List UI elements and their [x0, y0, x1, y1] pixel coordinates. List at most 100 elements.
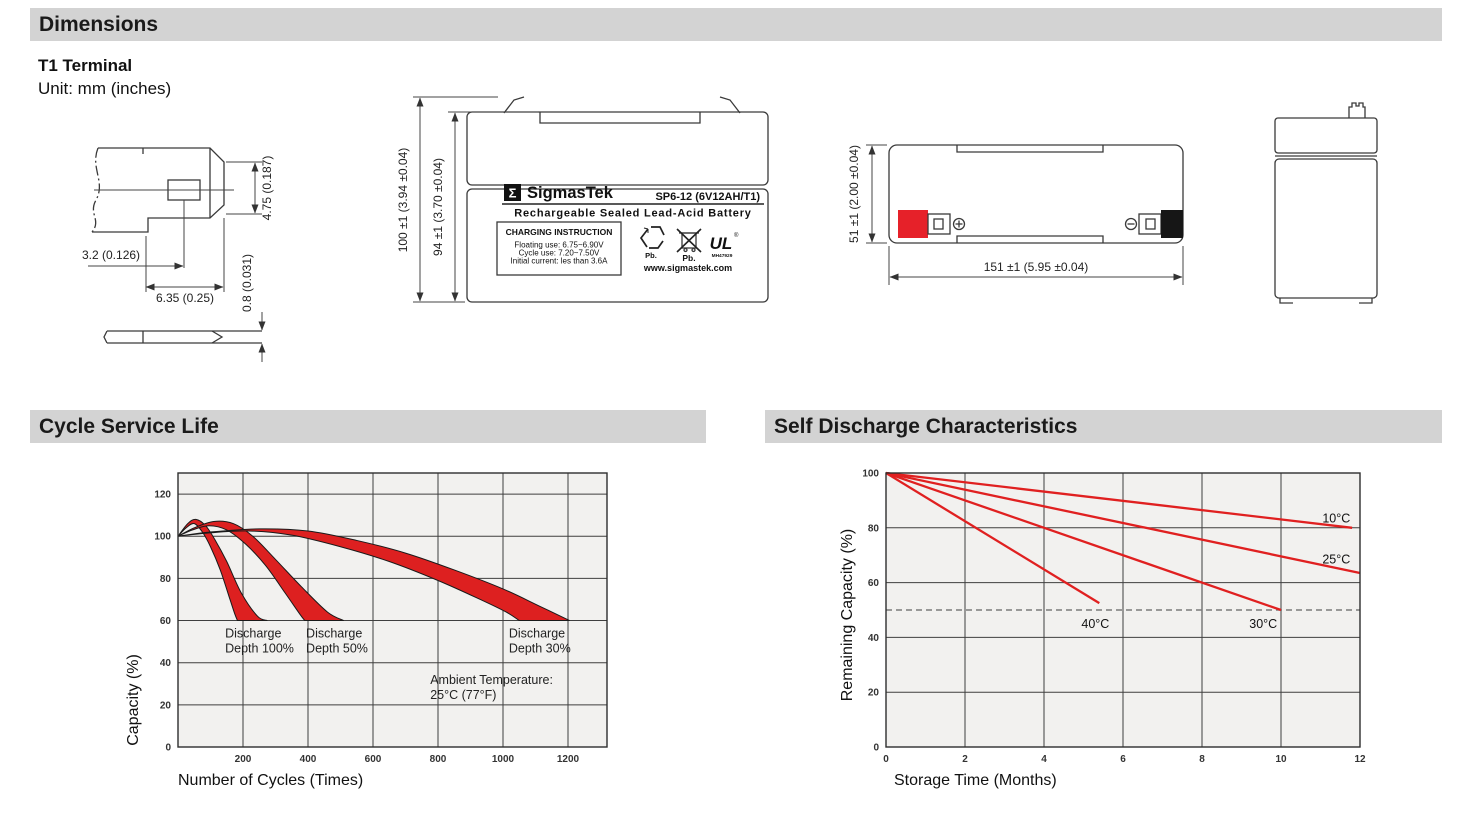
terminal-type-label: T1 Terminal: [38, 56, 133, 75]
x-axis-title: Number of Cycles (Times): [178, 772, 363, 789]
drawing-shape: [649, 240, 664, 249]
recycle-pb-label: Pb.: [645, 251, 657, 260]
battery-top-view: 51 ±1 (2.00 ±0.04) 151 ±1 (5.95 ±0.04): [847, 144, 1184, 285]
negative-terminal-icon: [1124, 217, 1138, 231]
chart-annotation: Depth 50%: [306, 641, 368, 655]
website-url: www.sigmastek.com: [643, 263, 732, 273]
series-line-40°C: [885, 472, 1100, 605]
charging-line-3: Initial current: les than 3.6A: [511, 257, 609, 266]
chart-annotation: Discharge: [306, 626, 362, 640]
drawing-shape: [681, 232, 697, 249]
unit-note: Unit: mm (inches): [38, 79, 172, 98]
band-discharge-depth-50%: [177, 520, 344, 622]
series-label-30°C: 30°C: [1249, 617, 1277, 631]
plot-border: [885, 472, 1361, 748]
cycle-service-life-title: Cycle Service Life: [39, 415, 219, 438]
y-tick-label: 20: [868, 688, 880, 699]
x-axis-title: Storage Time (Months): [894, 772, 1057, 789]
recycle-icon: [639, 226, 665, 249]
battery-side-view: [1274, 102, 1378, 304]
dim-total-height: 100 ±1 (3.94 ±0.04): [396, 148, 410, 253]
x-tick-label: 1200: [557, 754, 580, 765]
series-label-25°C: 25°C: [1322, 552, 1350, 566]
crossed-bin-icon: [676, 228, 702, 253]
positive-terminal-block: [898, 210, 928, 238]
battery-subtitle: Rechargeable Sealed Lead-Acid Battery: [514, 208, 752, 220]
battery-cap: [466, 111, 769, 186]
series-line-25°C: [885, 471, 1361, 575]
dimensions-title: Dimensions: [39, 13, 159, 36]
brand-name: SigmasTek: [527, 184, 614, 202]
series-line-10°C: [885, 471, 1353, 529]
y-tick-label: 80: [160, 574, 172, 585]
drawing-shape: [643, 227, 649, 233]
plot-border: [177, 472, 608, 748]
chart-annotation: Discharge: [225, 626, 281, 640]
x-tick-label: 10: [1275, 754, 1287, 765]
battery-front-view: 100 ±1 (3.94 ±0.04) 94 ±1 (3.70 ±0.04) Σ…: [396, 96, 769, 303]
chart-annotation: Discharge: [509, 626, 565, 640]
t1-terminal-detail-drawing: 4.75 (0.187) 3.2 (0.126) 6.35 (0.25) 0.8…: [82, 147, 274, 362]
x-tick-label: 1000: [492, 754, 515, 765]
model-number: SP6-12 (6V12AH/T1): [655, 191, 760, 203]
dim-top-length: 151 ±1 (5.95 ±0.04): [984, 260, 1089, 274]
y-tick-label: 0: [873, 743, 879, 754]
dim-case-height: 94 ±1 (3.70 ±0.04): [431, 158, 445, 256]
x-tick-label: 4: [1041, 754, 1047, 765]
charging-instruction-box: [496, 221, 622, 276]
x-tick-label: 2: [962, 754, 968, 765]
ul-mark-icon: UL ® MH47929: [710, 232, 739, 259]
drawing-shape: [933, 218, 944, 230]
drawing-shape: [1279, 298, 1373, 304]
terminal-side-bar: [103, 330, 262, 344]
dim-terminal-width: 3.2 (0.126): [82, 248, 140, 262]
drawing-shape: [691, 247, 696, 253]
drawing-shape: [211, 330, 224, 344]
ul-registered: ®: [734, 232, 739, 239]
charging-line-2: Cycle use: 7.20~7.50V: [519, 249, 600, 258]
self-discharge-chart: 10°C 25°C 30°C 40°C 0 2 4 6 8 10 12 0 20 40 60 80 100 Sto…: [839, 469, 1366, 790]
x-tick-label: 800: [430, 754, 447, 765]
x-tick-label: 6: [1120, 754, 1126, 765]
x-tick-label: 600: [365, 754, 382, 765]
section-header-self-discharge: Self Discharge Characteristics: [765, 410, 1442, 443]
charging-line-1: Floating use: 6.75~6.90V: [514, 241, 604, 250]
drawing-shape: [1138, 213, 1162, 235]
drawing-shape: [539, 112, 701, 124]
x-tick-label: 0: [883, 754, 889, 765]
y-tick-label: 20: [160, 700, 172, 711]
chart-annotation: Depth 100%: [225, 641, 294, 655]
y-tick-label: 120: [154, 490, 171, 501]
series-line-30°C: [885, 471, 1282, 612]
x-tick-label: 400: [300, 754, 317, 765]
sigma-glyph: Σ: [509, 186, 517, 201]
drawing-shape: 4.75 (0.187) 3.2 (0.126) 6.35 (0.25) 0.8…: [82, 96, 1378, 362]
drawing-shape: [676, 228, 702, 253]
drawing-shape: [956, 145, 1104, 153]
side-view-cap: [1274, 117, 1378, 154]
charging-title: CHARGING INSTRUCTION: [506, 227, 613, 237]
chart-annotation: Depth 30%: [509, 641, 571, 655]
drawing-shape: [639, 228, 649, 248]
drawing-shape: [1124, 217, 1138, 231]
ul-file-number: MH47929: [712, 253, 733, 259]
dim-top-height: 51 ±1 (2.00 ±0.04): [847, 145, 861, 243]
positive-terminal-icon: [952, 217, 966, 231]
dim-terminal-height: 4.75 (0.187): [260, 156, 274, 221]
section-header-cycle-service-life: Cycle Service Life: [30, 410, 706, 443]
left-terminal-pin: [503, 96, 525, 114]
cycle-service-life-chart: 200 400 600 800 1000 1200 0 20 40 60 80 100 120 Disch…: [125, 472, 608, 789]
side-view-case: [1274, 158, 1378, 299]
y-tick-label: 80: [868, 523, 880, 534]
dimension-drawings: 4.75 (0.187) 3.2 (0.126) 6.35 (0.25) 0.8…: [82, 96, 1378, 362]
y-tick-label: 100: [862, 469, 879, 480]
drawing-shape: [651, 226, 665, 236]
chart-annotation: 25°C (77°F): [430, 688, 496, 702]
dim-terminal-thickness: 0.8 (0.031): [240, 254, 254, 312]
y-tick-label: 60: [160, 616, 172, 627]
self-discharge-title: Self Discharge Characteristics: [774, 415, 1078, 438]
break-line: [91, 147, 101, 233]
series-label-40°C: 40°C: [1081, 617, 1109, 631]
band-discharge-depth-100%: [177, 518, 268, 622]
